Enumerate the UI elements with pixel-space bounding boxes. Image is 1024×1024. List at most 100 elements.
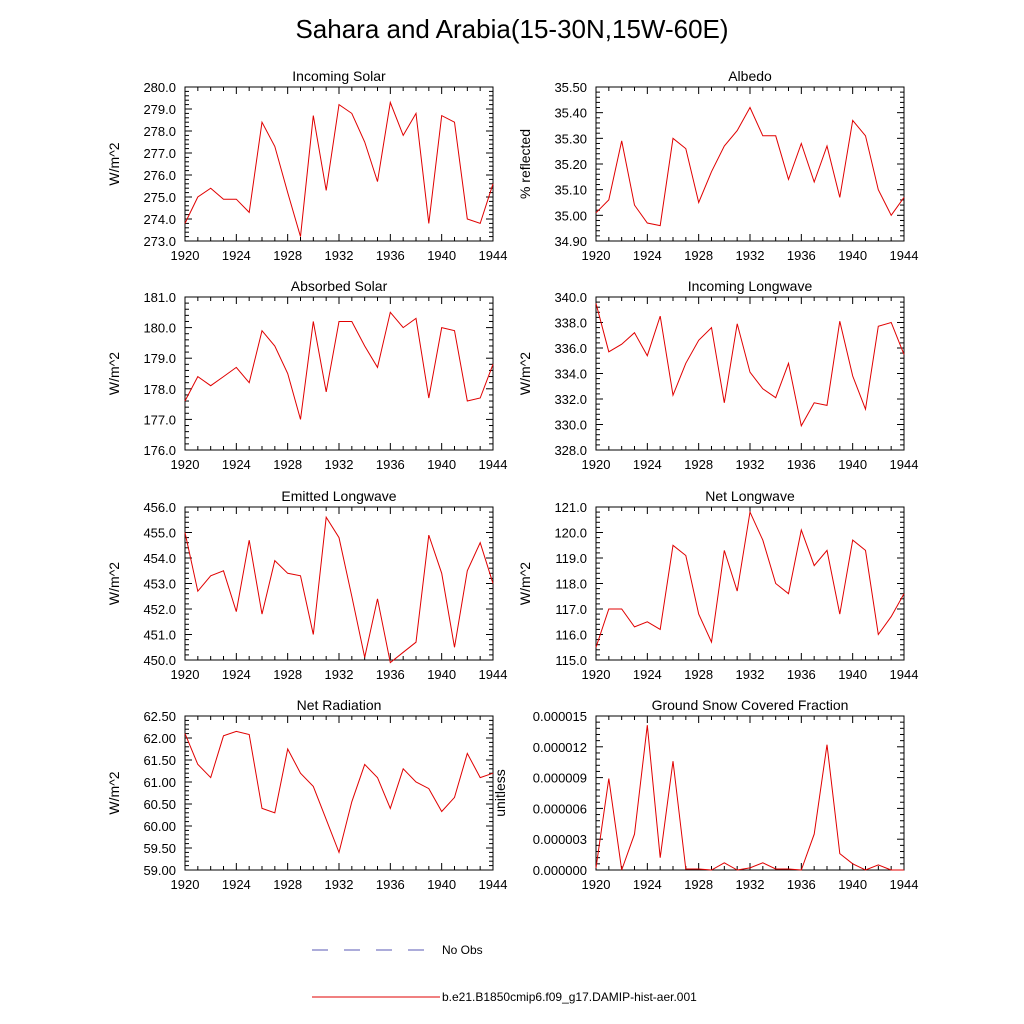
x-tick-label: 1920 xyxy=(171,877,200,892)
x-tick-label: 1928 xyxy=(273,248,302,263)
x-tick-label: 1924 xyxy=(633,877,662,892)
y-tick-label: 334.0 xyxy=(554,367,587,382)
x-tick-label: 1932 xyxy=(325,248,354,263)
y-tick-label: 275.0 xyxy=(143,190,176,205)
y-axis-label: W/m^2 xyxy=(517,352,533,395)
x-tick-label: 1928 xyxy=(684,667,713,682)
y-axis-label: W/m^2 xyxy=(106,142,122,185)
y-tick-label: 278.0 xyxy=(143,124,176,139)
x-tick-label: 1920 xyxy=(582,877,611,892)
x-tick-label: 1932 xyxy=(325,667,354,682)
y-tick-label: 116.0 xyxy=(555,628,587,643)
y-tick-label: 453.0 xyxy=(143,577,176,592)
y-axis-label: % reflected xyxy=(517,129,533,199)
plot-frame xyxy=(184,296,494,451)
x-tick-label: 1924 xyxy=(633,248,662,263)
x-tick-label: 1928 xyxy=(273,877,302,892)
chart-2: Absorbed Solar 1920 1924 1928 1932 1936 1940 19… xyxy=(106,278,507,472)
y-tick-label: 35.50 xyxy=(554,80,587,95)
y-tick-label: 178.0 xyxy=(143,382,176,397)
y-tick-label: 61.50 xyxy=(143,753,176,768)
y-tick-label: 280.0 xyxy=(143,80,176,95)
x-tick-label: 1940 xyxy=(427,457,456,472)
x-tick-label: 1920 xyxy=(171,457,200,472)
y-tick-label: 177.0 xyxy=(143,412,176,427)
x-tick-label: 1944 xyxy=(890,457,919,472)
chart-title: Ground Snow Covered Fraction xyxy=(652,697,849,713)
y-axis-label: W/m^2 xyxy=(106,562,122,605)
x-tick-label: 1936 xyxy=(376,248,405,263)
x-tick-label: 1944 xyxy=(479,248,508,263)
x-tick-label: 1936 xyxy=(376,457,405,472)
x-tick-label: 1920 xyxy=(171,667,200,682)
y-tick-label: 180.0 xyxy=(143,321,176,336)
y-tick-label: 279.0 xyxy=(143,102,176,117)
y-tick-label: 0.000015 xyxy=(533,709,587,724)
x-tick-label: 1936 xyxy=(376,877,405,892)
x-tick-label: 1944 xyxy=(479,667,508,682)
x-tick-label: 1932 xyxy=(325,457,354,472)
x-tick-label: 1928 xyxy=(684,877,713,892)
x-tick-label: 1940 xyxy=(838,667,867,682)
legend-label: b.e21.B1850cmip6.f09_g17.DAMIP-hist-aer.… xyxy=(442,990,697,1004)
y-tick-label: 330.0 xyxy=(554,418,587,433)
y-tick-label: 332.0 xyxy=(554,392,587,407)
plot-frame xyxy=(595,86,905,242)
y-tick-label: 35.40 xyxy=(554,106,587,121)
y-tick-label: 62.00 xyxy=(143,731,176,746)
x-tick-label: 1944 xyxy=(479,457,508,472)
x-tick-label: 1924 xyxy=(633,667,662,682)
y-tick-label: 176.0 xyxy=(143,443,176,458)
y-tick-label: 0.000006 xyxy=(533,801,587,816)
chart-title: Absorbed Solar xyxy=(291,278,388,294)
chart-1: Albedo 1920 1924 1928 1932 1936 1940 1944 34.90 3… xyxy=(517,68,918,263)
plot-frame xyxy=(184,86,494,242)
series-line xyxy=(595,725,904,871)
y-axis-label: W/m^2 xyxy=(106,771,122,814)
y-tick-label: 119.0 xyxy=(555,551,587,566)
series-line xyxy=(184,730,494,855)
y-axis-label: W/m^2 xyxy=(106,352,122,395)
y-axis-label: unitless xyxy=(492,769,508,816)
x-tick-label: 1940 xyxy=(427,877,456,892)
series-line xyxy=(184,100,494,237)
x-tick-label: 1932 xyxy=(736,248,765,263)
y-tick-label: 0.000009 xyxy=(533,771,587,786)
x-tick-label: 1928 xyxy=(273,457,302,472)
chart-6: Net Radiation 1920 1924 1928 1932 1936 1940 194… xyxy=(106,697,507,892)
x-tick-label: 1924 xyxy=(222,457,251,472)
y-tick-label: 338.0 xyxy=(554,316,587,331)
x-tick-label: 1940 xyxy=(427,667,456,682)
chart-4: Emitted Longwave 1920 1924 1928 1932 1936 1940… xyxy=(106,488,507,682)
legend: No Obs b.e21.B1850cmip6.f09_g17.DAMIP-his… xyxy=(312,943,697,1004)
series-line xyxy=(184,515,494,664)
y-tick-label: 35.00 xyxy=(554,208,587,223)
x-tick-label: 1920 xyxy=(582,248,611,263)
y-tick-label: 59.50 xyxy=(143,841,176,856)
y-tick-label: 273.0 xyxy=(143,234,176,249)
y-tick-label: 277.0 xyxy=(143,146,176,161)
series-line xyxy=(595,106,905,227)
x-tick-label: 1940 xyxy=(838,877,867,892)
x-tick-label: 1940 xyxy=(838,457,867,472)
y-tick-label: 450.0 xyxy=(143,653,176,668)
x-tick-label: 1944 xyxy=(890,877,919,892)
chart-7: Ground Snow Covered Fraction 1920 1924 1928… xyxy=(492,697,918,892)
y-tick-label: 60.50 xyxy=(143,797,176,812)
plot-frame xyxy=(595,296,905,451)
x-tick-label: 1944 xyxy=(479,877,508,892)
y-tick-label: 181.0 xyxy=(143,290,176,305)
plot-frame xyxy=(595,506,905,661)
y-tick-label: 452.0 xyxy=(143,602,176,617)
x-tick-label: 1924 xyxy=(633,457,662,472)
y-tick-label: 120.0 xyxy=(554,526,587,541)
y-tick-label: 328.0 xyxy=(554,443,587,458)
y-tick-label: 179.0 xyxy=(143,351,176,366)
y-tick-label: 0.000003 xyxy=(533,832,587,847)
y-tick-label: 0.000000 xyxy=(533,863,587,878)
chart-title: Incoming Longwave xyxy=(688,278,813,294)
x-tick-label: 1940 xyxy=(838,248,867,263)
x-tick-label: 1932 xyxy=(736,457,765,472)
y-tick-label: 274.0 xyxy=(143,212,176,227)
chart-title: Incoming Solar xyxy=(292,68,386,84)
